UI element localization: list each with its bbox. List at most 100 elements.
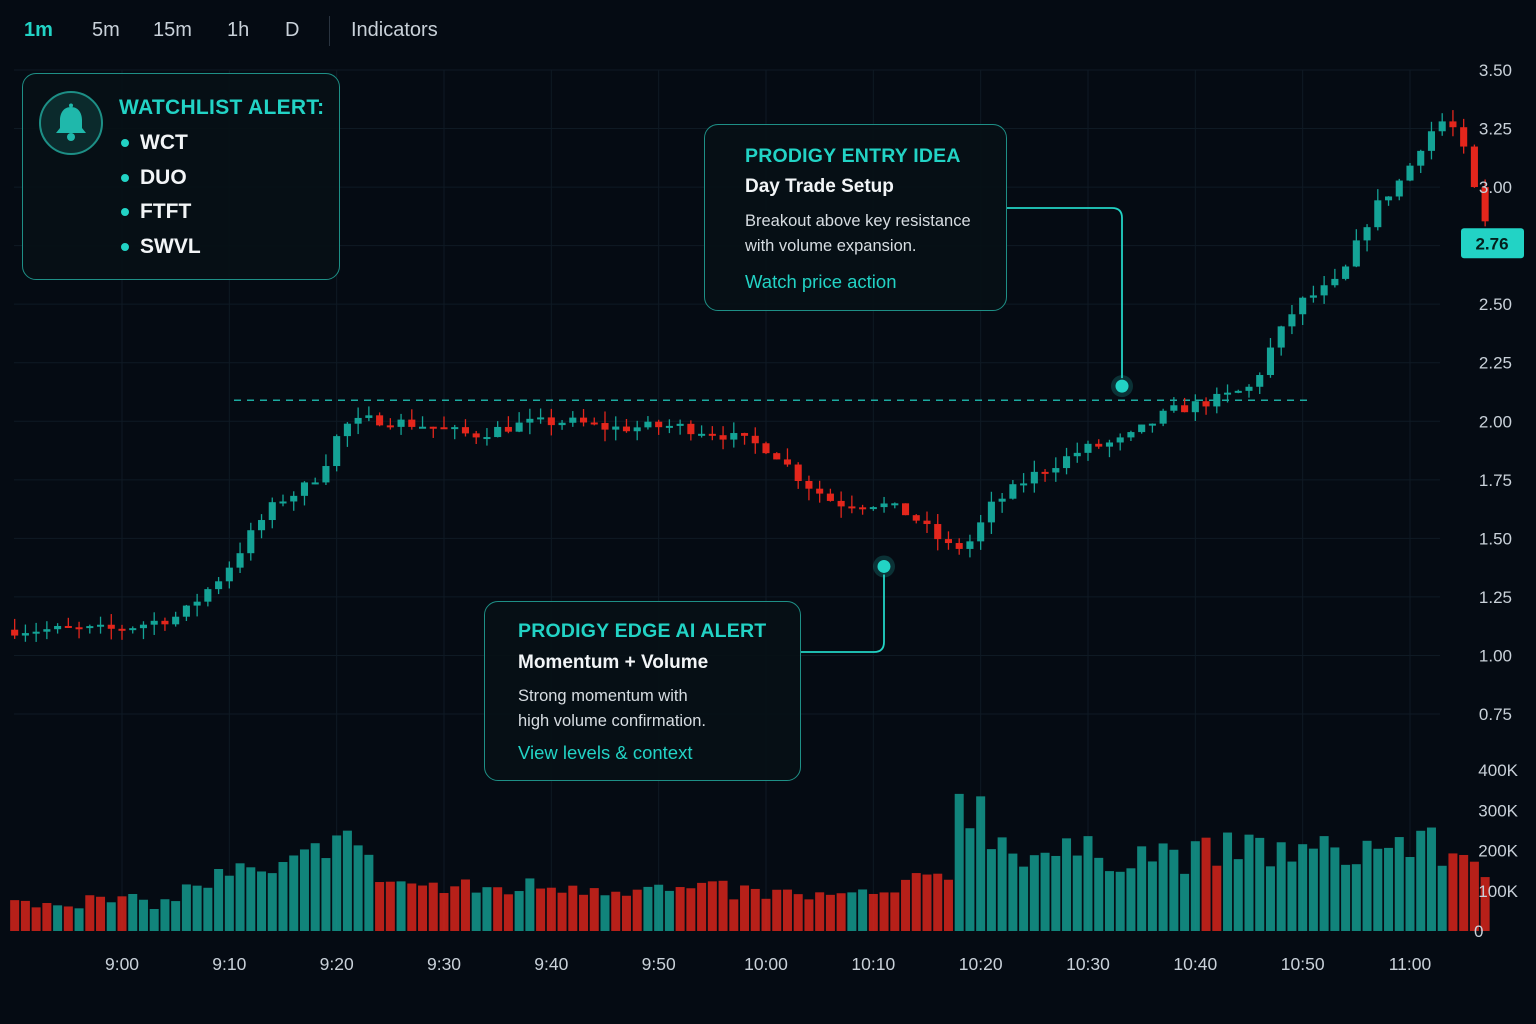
price-tick-label: 2.25 [1479, 354, 1512, 373]
candle [11, 618, 19, 639]
candle [21, 624, 29, 642]
candle [268, 497, 276, 529]
volume-bar [353, 845, 363, 931]
time-tick-label: 11:00 [1389, 954, 1432, 974]
timeframe-5m[interactable]: 5m [92, 19, 120, 41]
candle [1288, 304, 1296, 335]
volume-bar [1126, 868, 1136, 931]
candle [1223, 384, 1232, 403]
bullet-dot-icon [121, 173, 129, 182]
volume-bar [1298, 844, 1308, 931]
indicators-button[interactable]: Indicators [351, 19, 438, 41]
volume-bar [836, 893, 846, 931]
volume-bar [1094, 857, 1104, 931]
candle [1309, 285, 1317, 303]
volume-bar [740, 885, 750, 931]
bullet-dot-icon [121, 242, 129, 251]
watchlist-symbol: WCT [140, 131, 188, 154]
volume-bar [321, 858, 331, 931]
time-tick-label: 10:00 [744, 954, 788, 974]
time-tick-label: 10:50 [1281, 954, 1325, 974]
volume-bar [815, 892, 825, 931]
volume-bar [825, 894, 835, 931]
candle [676, 419, 684, 435]
volume-bar [1233, 859, 1243, 931]
volume-bar [536, 888, 546, 931]
volume-bar [729, 899, 739, 931]
watchlist-symbols: WCT DUO FTFT SWVL [119, 130, 201, 268]
edge-signal [877, 559, 891, 573]
view-levels-link[interactable]: View levels & context [518, 742, 693, 763]
volume-bar [782, 889, 792, 931]
candle [1427, 121, 1436, 160]
price-tick-label: 1.00 [1479, 646, 1512, 665]
timeframe-1m[interactable]: 1m [24, 19, 53, 41]
volume-bar [600, 895, 610, 931]
volume-bar [707, 881, 717, 931]
volume-bar [1040, 852, 1050, 931]
watch-price-action-link[interactable]: Watch price action [745, 271, 897, 292]
volume-bar [1169, 849, 1179, 931]
volume-tick-label: 200K [1478, 842, 1518, 861]
time-tick-label: 10:40 [1173, 954, 1217, 974]
candle [32, 622, 40, 642]
volume-bar [557, 892, 567, 931]
timeframe-daily[interactable]: D [285, 19, 300, 41]
candle [1095, 439, 1103, 449]
candle [43, 621, 51, 640]
candle [923, 511, 931, 533]
volume-bar [224, 875, 234, 931]
candle [805, 475, 813, 501]
volume-bar [1265, 866, 1275, 931]
candle [333, 434, 341, 472]
watchlist-item-wct[interactable]: WCT [119, 130, 201, 165]
candle [440, 416, 448, 430]
signal-markers [873, 375, 1133, 578]
volume-bar [954, 793, 964, 931]
candle [461, 419, 470, 437]
volume-bar [1319, 836, 1329, 931]
watchlist-item-swvl[interactable]: SWVL [119, 234, 201, 269]
timeframe-1h[interactable]: 1h [227, 19, 250, 41]
candle [257, 514, 266, 539]
candle [644, 416, 652, 430]
candle [311, 477, 319, 485]
candle [300, 481, 309, 506]
volume-bar [299, 849, 309, 931]
watchlist-symbol: DUO [140, 165, 187, 189]
volume-bar [74, 908, 84, 931]
volume-tick-label: 100K [1478, 882, 1518, 901]
entry-connector-line [1007, 207, 1123, 379]
candle [1020, 473, 1028, 493]
current-price-label: 2.76 [1475, 234, 1508, 253]
volume-bar [1416, 830, 1426, 931]
volume-bar [911, 873, 921, 931]
volume-bar [1083, 836, 1093, 931]
candle [848, 495, 856, 514]
volume-bar [450, 886, 460, 931]
candle [1331, 268, 1339, 288]
price-tick-label: 1.25 [1479, 588, 1512, 607]
candle [1073, 442, 1081, 463]
candle [1449, 110, 1457, 137]
volume-bar [1147, 861, 1157, 931]
watchlist-item-duo[interactable]: DUO [119, 165, 201, 200]
volume-bar [986, 849, 996, 931]
volume-bar [1351, 864, 1361, 931]
volume-bar [106, 902, 116, 931]
volume-bar [804, 899, 814, 931]
candle [719, 426, 727, 450]
candle [193, 593, 201, 617]
bullet-dot-icon [121, 139, 129, 147]
watchlist-item-ftft[interactable]: FTFT [119, 199, 201, 234]
timeframe-15m[interactable]: 15m [153, 19, 192, 41]
watchlist-symbol: SWVL [140, 234, 201, 258]
candle [655, 419, 663, 435]
volume-bar [396, 881, 406, 931]
volume-bar [85, 895, 95, 931]
bell-icon[interactable] [39, 91, 103, 155]
candle [1438, 113, 1446, 136]
volume-bar [1437, 865, 1447, 931]
volume-bar [117, 896, 127, 931]
